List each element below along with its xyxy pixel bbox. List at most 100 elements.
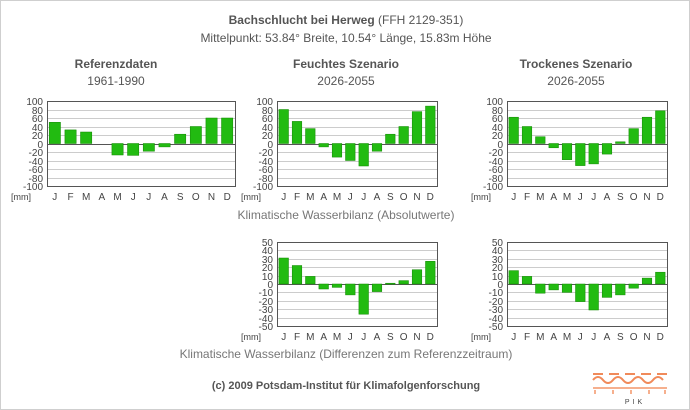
bar-o-9 bbox=[628, 283, 639, 289]
x-tick-label: A bbox=[320, 192, 327, 203]
bar-a-3 bbox=[548, 283, 559, 291]
bar-o-9 bbox=[398, 126, 409, 144]
x-tick-label: A bbox=[550, 192, 557, 203]
bar-a-7 bbox=[601, 283, 613, 298]
x-tick-label: A bbox=[604, 192, 611, 203]
x-tick-label: A bbox=[374, 332, 381, 343]
y-tick-label: 50 bbox=[262, 238, 274, 249]
x-tick-label: N bbox=[643, 192, 650, 203]
x-tick-label: O bbox=[630, 332, 638, 343]
x-tick-label: J bbox=[281, 192, 286, 203]
y-tick-label: 20 bbox=[262, 263, 274, 274]
bar-j-5 bbox=[345, 283, 356, 296]
unit-label: [mm] bbox=[471, 192, 491, 202]
y-tick-label: -40 bbox=[259, 314, 274, 325]
y-tick-label: 100 bbox=[256, 97, 273, 108]
x-tick-label: J bbox=[348, 332, 353, 343]
bar-o-9 bbox=[628, 128, 639, 144]
y-tick-label: 50 bbox=[492, 238, 504, 249]
bar-m-4 bbox=[331, 283, 343, 288]
y-tick-label: -20 bbox=[489, 297, 504, 308]
y-tick-label: 30 bbox=[262, 255, 274, 266]
x-tick-label: M bbox=[333, 192, 341, 203]
y-tick-label: -10 bbox=[259, 288, 274, 299]
y-tick-label: 40 bbox=[32, 123, 44, 134]
panel-period-wet: 2026-2055 bbox=[317, 74, 375, 88]
main-title-code: (FFH 2129-351) bbox=[378, 13, 464, 27]
difference-section-label: Klimatische Wasserbilanz (Differenzen zu… bbox=[179, 347, 513, 361]
y-tick-label: 60 bbox=[262, 114, 274, 125]
x-tick-label: D bbox=[657, 192, 664, 203]
y-tick-label: 20 bbox=[492, 263, 504, 274]
unit-label: [mm] bbox=[11, 192, 31, 202]
x-tick-label: J bbox=[591, 192, 596, 203]
bar-m-4 bbox=[561, 143, 573, 160]
bar-j-6 bbox=[358, 143, 369, 167]
x-tick-label: A bbox=[161, 192, 168, 203]
x-tick-label: O bbox=[400, 332, 408, 343]
x-tick-label: J bbox=[131, 192, 136, 203]
x-tick-label: N bbox=[643, 332, 650, 343]
bar-n-10 bbox=[205, 117, 218, 144]
x-tick-label: J bbox=[348, 192, 353, 203]
absolute-section-label: Klimatische Wasserbilanz (Absolutwerte) bbox=[237, 208, 455, 222]
panel-title-wet: Feuchtes Szenario bbox=[292, 57, 400, 71]
unit-label: [mm] bbox=[471, 332, 491, 342]
bar-s-8 bbox=[174, 133, 187, 144]
bar-j-6 bbox=[358, 283, 369, 315]
bar-j-6 bbox=[588, 143, 599, 165]
x-tick-label: J bbox=[146, 192, 151, 203]
y-tick-label: 20 bbox=[32, 131, 44, 142]
bar-s-8 bbox=[385, 133, 396, 144]
y-tick-label: 40 bbox=[262, 123, 274, 134]
bar-o-9 bbox=[189, 126, 202, 144]
x-tick-label: D bbox=[427, 332, 434, 343]
bar-j-5 bbox=[575, 283, 586, 302]
bar-f-1 bbox=[291, 121, 303, 144]
y-tick-label: -100 bbox=[253, 182, 273, 193]
x-tick-label: S bbox=[617, 192, 624, 203]
y-tick-label: -50 bbox=[489, 322, 504, 333]
y-tick-label: 0 bbox=[497, 280, 503, 291]
x-tick-label: F bbox=[524, 332, 530, 343]
panel-title-dry: Trockenes Szenario bbox=[519, 57, 633, 71]
x-tick-label: J bbox=[578, 192, 583, 203]
x-tick-label: F bbox=[524, 192, 530, 203]
y-tick-label: -60 bbox=[259, 165, 274, 176]
bar-n-10 bbox=[411, 111, 423, 144]
y-tick-label: -100 bbox=[23, 182, 43, 193]
y-tick-label: 10 bbox=[262, 272, 274, 283]
panel-title-reference: Referenzdaten bbox=[74, 57, 158, 71]
bar-j-0 bbox=[278, 257, 289, 285]
panel-period-reference: 1961-1990 bbox=[87, 74, 145, 88]
y-tick-label: -20 bbox=[259, 148, 274, 159]
x-tick-label: O bbox=[400, 192, 408, 203]
bar-s-8 bbox=[615, 141, 626, 144]
y-tick-label: 40 bbox=[492, 123, 504, 134]
y-tick-label: 0 bbox=[267, 280, 273, 291]
bar-a-7 bbox=[371, 283, 383, 292]
x-tick-label: A bbox=[550, 332, 557, 343]
pik-logo-text: PIK bbox=[625, 399, 645, 406]
bar-m-4 bbox=[561, 283, 573, 293]
bar-m-2 bbox=[80, 131, 93, 144]
bar-a-7 bbox=[601, 143, 613, 155]
y-tick-label: -30 bbox=[259, 305, 274, 316]
y-tick-label: 80 bbox=[262, 106, 274, 117]
panel-period-dry: 2026-2055 bbox=[547, 74, 605, 88]
y-tick-label: 30 bbox=[492, 255, 504, 266]
x-tick-label: S bbox=[387, 192, 394, 203]
bar-s-8 bbox=[385, 282, 396, 285]
bar-m-2 bbox=[535, 283, 546, 294]
bar-d-11 bbox=[655, 110, 666, 144]
bar-s-8 bbox=[615, 283, 626, 296]
x-tick-label: S bbox=[387, 332, 394, 343]
bar-m-4 bbox=[331, 143, 343, 158]
copyright: (c) 2009 Potsdam-Institut für Klimafolge… bbox=[211, 380, 481, 392]
bar-j-6 bbox=[588, 283, 599, 311]
